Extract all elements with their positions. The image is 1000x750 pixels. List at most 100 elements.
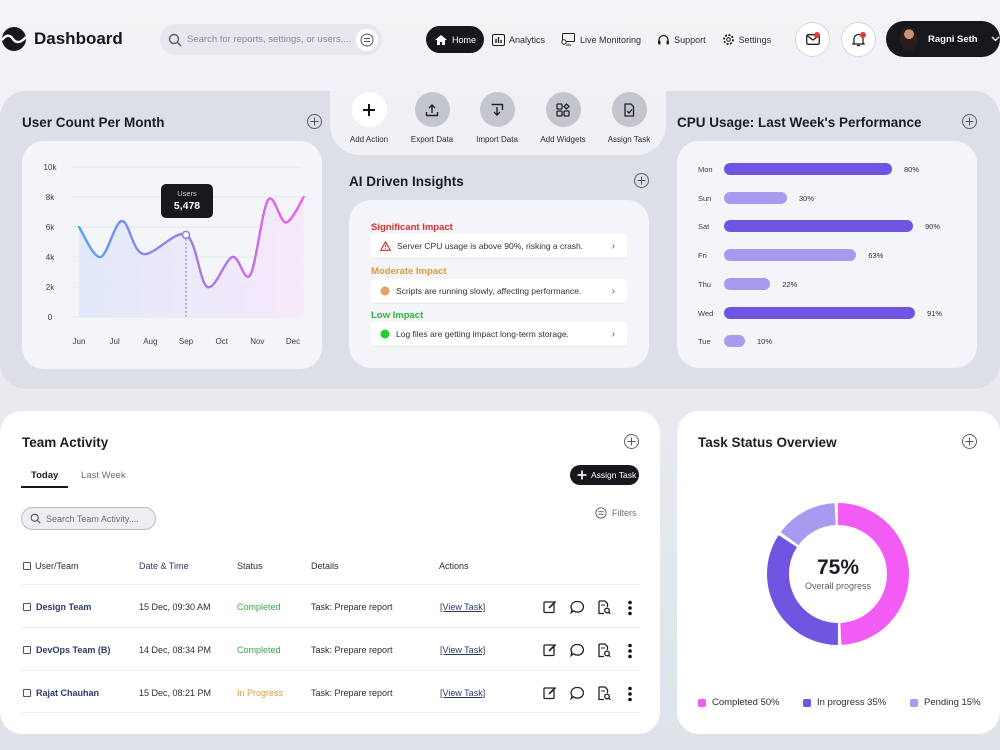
y-tick-label: 8k (46, 193, 55, 202)
overall-progress-label: Overall progress (804, 581, 872, 591)
chart-tooltip: Users 5,478 (161, 184, 213, 218)
divider (21, 712, 641, 713)
assign-task-quick-button[interactable]: Assign Task (594, 92, 664, 144)
document-search-icon[interactable] (597, 643, 611, 658)
cpu-bar-value: 90% (925, 222, 941, 232)
nav-live-monitoring[interactable]: Live Monitoring (553, 26, 649, 53)
expand-icon[interactable] (307, 114, 322, 129)
expand-icon[interactable] (962, 434, 977, 449)
comment-icon[interactable] (570, 643, 585, 657)
cpu-bar[interactable] (724, 220, 913, 233)
document-search-icon[interactable] (597, 600, 611, 615)
messages-button[interactable] (795, 22, 830, 57)
active-tab-indicator (21, 486, 68, 488)
assign-task-label: Assign Task (591, 470, 637, 480)
tab-today[interactable]: Today (31, 470, 59, 481)
tab-last-week[interactable]: Last Week (81, 470, 126, 481)
highlight-point[interactable] (181, 230, 191, 240)
row-checkbox[interactable] (23, 646, 31, 654)
export-data-button[interactable]: Export Data (397, 92, 467, 144)
divider (21, 627, 641, 628)
cpu-bar[interactable] (724, 335, 745, 348)
row-team: DevOps Team (B) (36, 645, 111, 655)
row-date: 15 Dec, 09:30 AM (139, 602, 211, 612)
team-activity-card (0, 411, 660, 734)
comment-icon[interactable] (570, 600, 585, 614)
row-checkbox[interactable] (23, 603, 31, 611)
row-team: Design Team (36, 602, 92, 612)
view-task-link[interactable]: [View Task] (440, 688, 486, 698)
cpu-day-label: Mon (698, 165, 713, 174)
add-action-button[interactable]: Add Action (334, 92, 404, 144)
insight-text: Scripts are running slowly, affecting pe… (396, 286, 582, 296)
cpu-day-label: Sun (698, 193, 712, 203)
nav-settings[interactable]: Settings (714, 26, 780, 53)
edit-icon[interactable] (543, 643, 557, 657)
more-vertical-icon[interactable] (627, 686, 633, 702)
team-search-input[interactable]: Search Team Activity.... (46, 513, 139, 524)
app-title: Dashboard (34, 29, 123, 48)
edit-icon[interactable] (543, 686, 557, 700)
filter-settings-icon[interactable] (356, 28, 378, 51)
select-all-checkbox[interactable] (23, 562, 31, 570)
row-checkbox[interactable] (23, 689, 31, 697)
expand-icon[interactable] (634, 173, 649, 188)
row-date: 14 Dec, 08:34 PM (139, 645, 212, 655)
donut-slice[interactable] (767, 503, 909, 645)
task-status-card (677, 411, 1000, 734)
export-data-label: Export Data (410, 135, 454, 144)
document-search-icon[interactable] (597, 686, 611, 701)
view-task-link[interactable]: [View Task] (440, 602, 486, 612)
nav-home[interactable]: Home (426, 26, 485, 53)
team-search-bar[interactable]: Search Team Activity.... (21, 507, 156, 530)
nav-analytics[interactable]: Analytics (484, 26, 553, 53)
notifications-button[interactable] (841, 22, 876, 57)
row-details: Task: Prepare report (311, 602, 393, 612)
insight-item[interactable]: Log files are getting impact long-term s… (371, 322, 627, 347)
y-tick-label: 6k (46, 223, 55, 232)
comment-icon[interactable] (570, 686, 585, 700)
expand-icon[interactable] (624, 434, 639, 449)
row-details: Task: Prepare report (311, 688, 393, 698)
add-widgets-button[interactable]: Add Widgets (528, 92, 598, 144)
x-tick-label: Aug (143, 337, 157, 346)
row-status: Completed (237, 602, 281, 612)
search-input[interactable]: Search for reports, settings, or users..… (187, 34, 352, 45)
filter-icon (595, 507, 607, 519)
insight-item[interactable]: Scripts are running slowly, affecting pe… (371, 279, 627, 304)
cpu-bar[interactable] (724, 163, 892, 175)
top-bar: Dashboard Search for reports, settings, … (0, 0, 1000, 80)
warning-icon (380, 241, 391, 251)
user-name: Ragni Seth (928, 33, 978, 45)
y-tick-label: 10k (44, 163, 58, 172)
more-vertical-icon[interactable] (627, 600, 633, 616)
cpu-bar[interactable] (724, 249, 857, 262)
cpu-bar[interactable] (724, 191, 787, 204)
plus-icon (577, 470, 587, 480)
import-data-button[interactable]: Import Data (462, 92, 532, 144)
more-vertical-icon[interactable] (627, 643, 633, 659)
nav-support[interactable]: Support (649, 26, 714, 53)
app-logo[interactable]: Dashboard (0, 26, 123, 52)
upload-icon (414, 92, 450, 127)
assign-task-button[interactable]: Assign Task (570, 465, 639, 485)
view-task-link[interactable]: [View Task] (440, 645, 486, 655)
cpu-bar[interactable] (724, 277, 771, 290)
document-check-icon (611, 92, 647, 127)
bar-chart-icon (492, 33, 506, 46)
chevron-down-icon (991, 36, 1000, 42)
user-menu[interactable]: Ragni Seth (886, 21, 1000, 57)
cpu-bar-value: 10% (757, 337, 773, 347)
cpu-bar-value: 30% (799, 193, 815, 203)
search-bar[interactable]: Search for reports, settings, or users..… (160, 24, 382, 55)
filters-button[interactable]: Filters (595, 507, 637, 519)
insight-item[interactable]: Server CPU usage is above 90%, risking a… (371, 234, 627, 259)
column-date-time[interactable]: Date & Time (139, 561, 189, 571)
expand-icon[interactable] (962, 114, 977, 129)
home-icon (435, 34, 447, 45)
insight-text: Server CPU usage is above 90%, risking a… (397, 241, 584, 251)
donut-slice[interactable] (767, 503, 909, 645)
cpu-usage-title: CPU Usage: Last Week's Performance (677, 115, 922, 130)
cpu-bar[interactable] (724, 306, 916, 319)
edit-icon[interactable] (543, 600, 557, 614)
